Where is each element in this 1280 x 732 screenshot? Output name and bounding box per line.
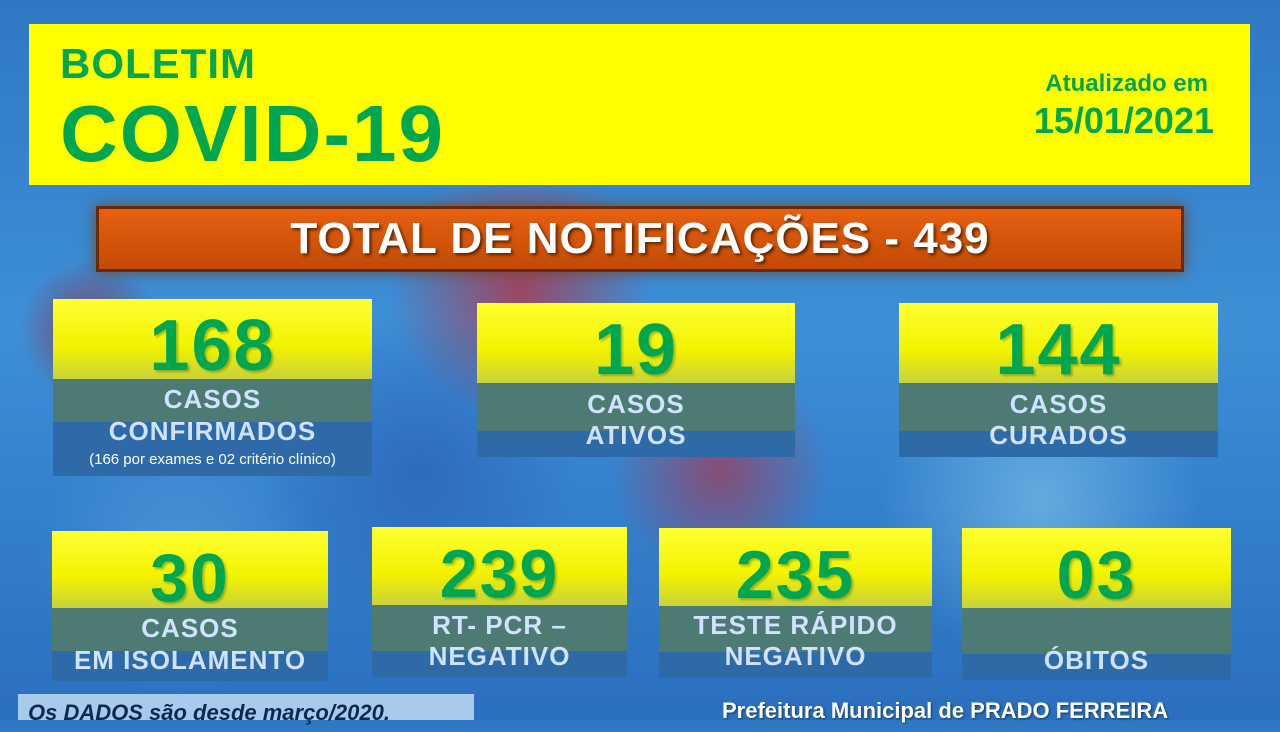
isolamento-value: 30 [150, 540, 230, 616]
prefeitura-credit: Prefeitura Municipal de PRADO FERREIRA [722, 698, 1169, 723]
rtpcr-label-2: NEGATIVO [428, 641, 571, 671]
ativos-value: 19 [593, 310, 679, 390]
header-banner: BOLETIM COVID-19 Atualizado em 15/01/202… [29, 24, 1250, 185]
obitos-value: 03 [1056, 537, 1137, 613]
card-rt-pcr-negativo: 239 RT- PCR – NEGATIVO [372, 527, 627, 677]
teste-rapido-value: 235 [735, 537, 856, 613]
updated-label: Atualizado em [1045, 70, 1208, 97]
rtpcr-value: 239 [439, 536, 560, 612]
page-title: COVID-19 [60, 89, 445, 178]
ativos-label-2: ATIVOS [585, 420, 687, 450]
confirmados-label-2: CONFIRMADOS [108, 416, 317, 446]
obitos-label-2: ÓBITOS [1043, 645, 1150, 675]
isolamento-label-1: CASOS [141, 613, 239, 643]
ativos-label-1: CASOS [587, 389, 685, 419]
confirmados-label-1: CASOS [163, 384, 262, 414]
boletim-label: BOLETIM [60, 40, 256, 87]
card-casos-ativos: 19 CASOS ATIVOS [477, 303, 795, 457]
confirmados-value: 168 [149, 306, 276, 386]
teste-rapido-label-1: TESTE RÁPIDO [693, 610, 898, 640]
confirmados-note: (166 por exames e 02 critério clínico) [89, 451, 336, 468]
card-obitos: 03 ÓBITOS [962, 528, 1231, 680]
rtpcr-label-1: RT- PCR – [432, 610, 567, 640]
updated-date: 15/01/2021 [1033, 100, 1214, 141]
card-teste-rapido-negativo: 235 TESTE RÁPIDO NEGATIVO [659, 528, 932, 678]
curados-value: 144 [995, 310, 1122, 390]
card-casos-curados: 144 CASOS CURADOS [899, 303, 1218, 457]
teste-rapido-label-2: NEGATIVO [724, 641, 867, 671]
total-notifications-banner: TOTAL DE NOTIFICAÇÕES - 439 [96, 206, 1184, 272]
isolamento-label-2: EM ISOLAMENTO [73, 645, 307, 675]
card-casos-confirmados: 168 CASOS CONFIRMADOS (166 por exames e … [53, 299, 372, 476]
curados-label-2: CURADOS [989, 420, 1128, 450]
card-casos-isolamento: 30 CASOS EM ISOLAMENTO [52, 531, 328, 681]
data-since-note: Os DADOS são desde março/2020. [18, 694, 474, 725]
curados-label-1: CASOS [1009, 389, 1108, 419]
